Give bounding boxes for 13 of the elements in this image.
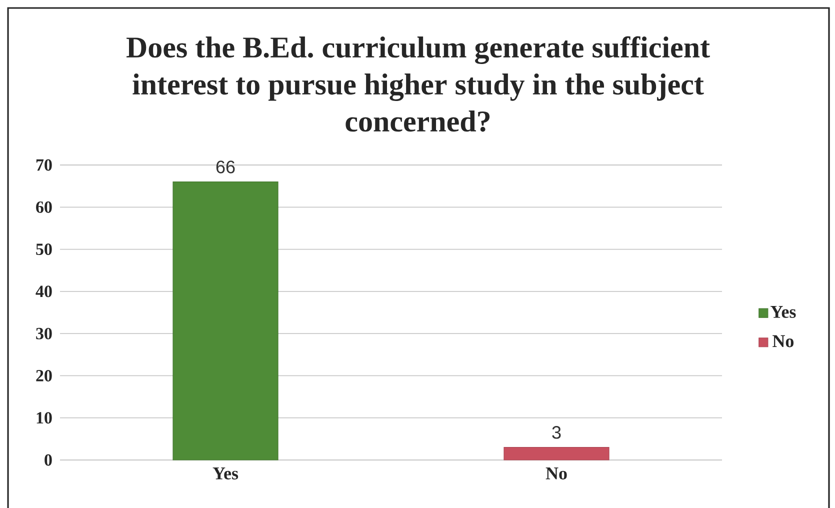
legend-label: No [772,335,794,348]
y-tick-label: 60 [36,201,52,213]
y-tick-label: 10 [36,412,52,424]
data-label: 3 [552,426,561,439]
y-tick-label: 50 [36,244,52,256]
y-tick-label: 0 [44,454,52,466]
y-tick-label: 20 [36,370,52,382]
y-tick-label: 70 [36,159,52,171]
legend-label: Yes [770,306,796,318]
chart-title: Does the B.Ed. curriculum generate sufficient interest to pursue higher study in the subject concerned? [126,36,710,132]
y-tick-label: 40 [36,286,52,298]
data-label: 66 [216,160,235,174]
y-tick-label: 30 [36,328,52,340]
